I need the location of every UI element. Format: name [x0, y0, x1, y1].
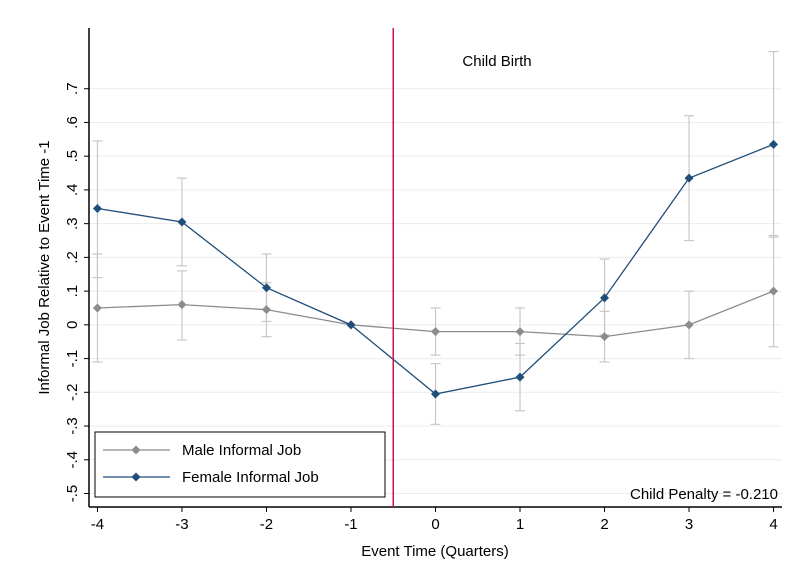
- axes: -.5 -.4 -.3 -.2 -.1 0 .1 .2 .3 .4 .5 .6 .7 -4 -3 -2 -1 0 1…: [64, 28, 782, 533]
- y-tick-label: .1: [64, 285, 81, 298]
- male-data-point: [431, 327, 440, 337]
- legend-marker: [131, 472, 141, 482]
- male-data-point: [177, 300, 187, 310]
- y-axis-label: Informal Job Relative to Event Time -1: [36, 140, 53, 394]
- y-tick-label: -.1: [64, 350, 81, 368]
- x-tick-label: 2: [600, 516, 608, 533]
- male-data-point: [92, 303, 102, 313]
- male-data-point: [261, 305, 271, 315]
- female-data-point: [769, 139, 779, 149]
- y-tick-label: .6: [64, 116, 81, 129]
- female-data-point: [346, 320, 356, 330]
- legend-marker: [131, 445, 141, 455]
- male-data-point: [769, 286, 779, 296]
- confidence-intervals: [92, 51, 779, 425]
- x-tick-label: -3: [175, 516, 188, 533]
- female-data-point: [92, 203, 102, 213]
- legend-box: [94, 431, 386, 498]
- female-data-point: [515, 372, 525, 382]
- x-tick-label: -2: [260, 516, 273, 533]
- male-data-point: [684, 320, 694, 330]
- female-data-point: [684, 173, 694, 183]
- x-tick-label: -4: [91, 516, 104, 533]
- child-birth-label: Child Birth: [462, 53, 531, 70]
- y-tick-label: .4: [64, 184, 81, 197]
- y-tick-label: 0: [64, 321, 81, 329]
- data-series: [92, 139, 779, 399]
- legend-label: Male Informal Job: [182, 442, 301, 459]
- x-tick-label: 4: [769, 516, 777, 533]
- x-axis-label: Event Time (Quarters): [361, 543, 509, 560]
- y-tick-label: -.4: [64, 451, 81, 469]
- female-data-point: [261, 283, 271, 293]
- legend: Male Informal Job Female Informal Job: [94, 431, 386, 498]
- child-penalty-annotation: Child Penalty = -0.210: [630, 486, 778, 503]
- y-tick-label: -.5: [64, 485, 81, 503]
- y-tick-label: -.3: [64, 417, 81, 435]
- female-data-point: [431, 389, 440, 399]
- y-tick-label: .7: [64, 82, 81, 95]
- legend-label: Female Informal Job: [182, 469, 319, 486]
- x-tick-label: -1: [344, 516, 357, 533]
- female-series-line: [97, 143, 774, 395]
- x-tick-label: 1: [516, 516, 524, 533]
- x-tick-label: 0: [431, 516, 439, 533]
- y-tick-label: .5: [64, 150, 81, 163]
- x-tick-label: 3: [685, 516, 693, 533]
- female-data-point: [177, 217, 187, 227]
- y-tick-label: -.2: [64, 384, 81, 402]
- male-data-point: [600, 332, 610, 342]
- female-data-point: [600, 293, 610, 303]
- y-tick-label: .3: [64, 217, 81, 230]
- male-data-point: [515, 327, 525, 337]
- y-tick-label: .2: [64, 251, 81, 264]
